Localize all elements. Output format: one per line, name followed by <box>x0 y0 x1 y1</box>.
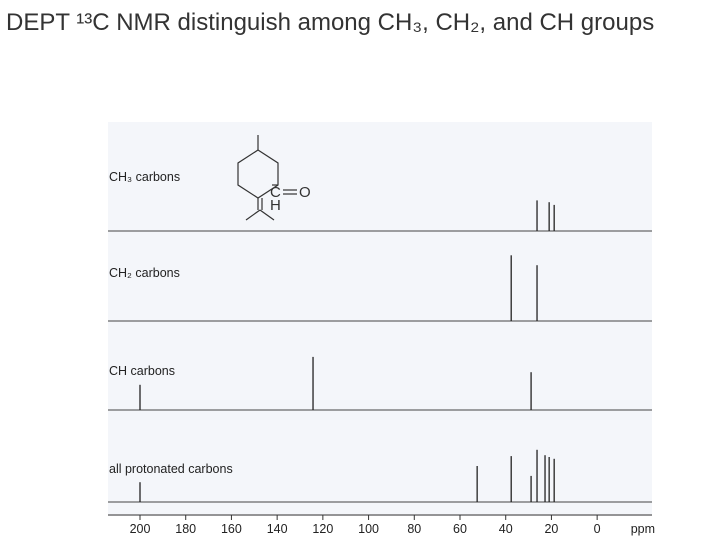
slide-title: DEPT ¹³C NMR distinguish among CH₃, CH₂,… <box>6 9 655 36</box>
molecule-structure <box>237 135 297 221</box>
x-tick-label: 120 <box>312 522 333 536</box>
atom-label: H <box>270 197 281 214</box>
x-tick-label: 160 <box>221 522 242 536</box>
x-tick-label: 40 <box>499 522 513 536</box>
panel-label: CH₃ carbons <box>109 170 180 184</box>
panel-label: CH carbons <box>109 364 175 378</box>
x-tick-label: 80 <box>407 522 421 536</box>
x-tick-label: 20 <box>544 522 558 536</box>
x-axis-label: ppm <box>631 522 655 536</box>
panel-label: all protonated carbons <box>109 462 233 476</box>
atom-label: O <box>299 184 311 201</box>
atom-label: C <box>270 184 281 201</box>
x-tick-label: 140 <box>267 522 288 536</box>
x-tick-label: 60 <box>453 522 467 536</box>
x-tick-label: 0 <box>594 522 601 536</box>
panel-label: CH₂ carbons <box>109 266 180 280</box>
x-tick-label: 100 <box>358 522 379 536</box>
x-tick-label: 200 <box>130 522 151 536</box>
x-tick-label: 180 <box>175 522 196 536</box>
figure-background <box>108 122 652 516</box>
